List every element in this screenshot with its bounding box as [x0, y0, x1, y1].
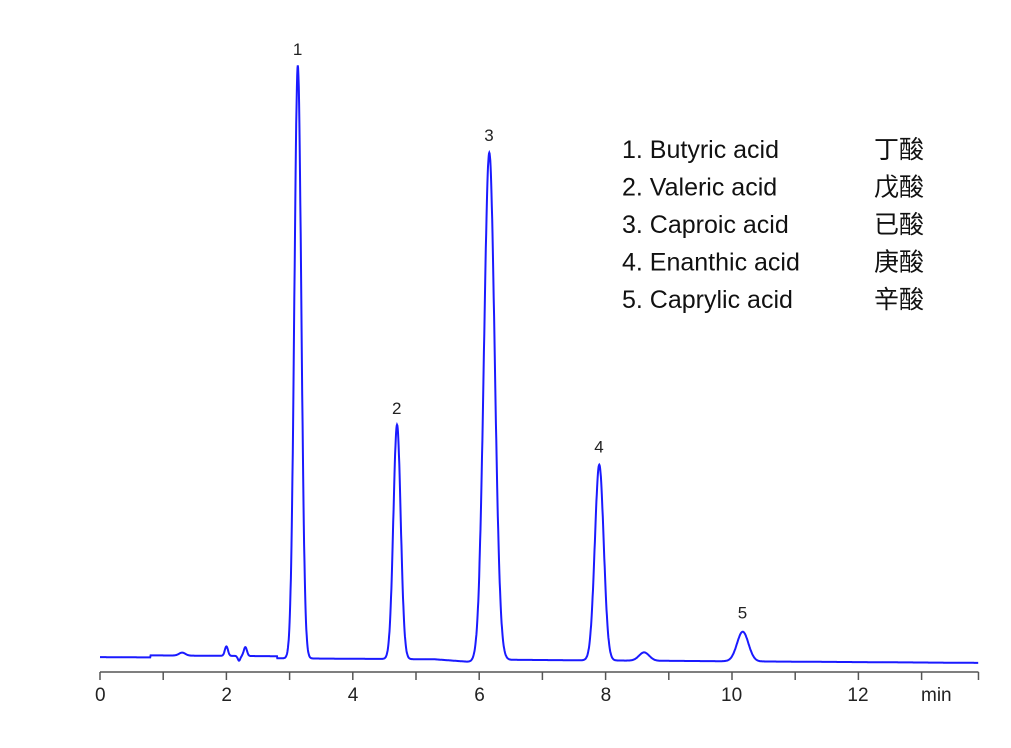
- peak-label-1: 1: [293, 40, 302, 59]
- legend-chinese-name: 辛酸: [874, 286, 924, 314]
- x-axis: 0 2 4 6 8 10 12: [95, 671, 980, 706]
- legend-chinese-name: 戊酸: [874, 174, 924, 202]
- peak-labels: 1 2 3 4 5: [293, 40, 747, 622]
- legend-item: 2. Valeric acid 戊酸: [622, 174, 924, 202]
- legend-english-name: 1. Butyric acid: [622, 136, 779, 164]
- x-tick-label: 4: [348, 685, 359, 706]
- x-tick-label: 8: [601, 685, 612, 706]
- peak-label-4: 4: [594, 437, 603, 456]
- legend-english-name: 4. Enanthic acid: [622, 249, 800, 277]
- x-tick-label: 10: [721, 685, 742, 706]
- legend-english-name: 2. Valeric acid: [622, 174, 777, 202]
- legend-chinese-name: 庚酸: [874, 249, 924, 277]
- legend-item: 4. Enanthic acid 庚酸: [622, 249, 924, 277]
- legend-chinese-name: 已酸: [874, 211, 924, 239]
- x-axis-unit-label: min: [921, 685, 952, 706]
- legend: 1. Butyric acid 丁酸 2. Valeric acid 戊酸 3. Cap…: [622, 136, 924, 314]
- legend-item: 1. Butyric acid 丁酸: [622, 136, 924, 164]
- legend-item: 5. Caprylic acid 辛酸: [622, 286, 924, 314]
- peak-label-5: 5: [738, 603, 747, 622]
- legend-chinese-name: 丁酸: [874, 136, 924, 164]
- legend-item: 3. Caproic acid 已酸: [622, 211, 924, 239]
- peak-label-3: 3: [484, 126, 493, 145]
- legend-english-name: 3. Caproic acid: [622, 211, 789, 239]
- legend-english-name: 5. Caprylic acid: [622, 286, 793, 314]
- x-tick-label: 2: [221, 685, 232, 706]
- peak-label-2: 2: [392, 399, 401, 418]
- x-tick-label: 6: [474, 685, 485, 706]
- chromatogram-trace: [100, 65, 979, 664]
- x-tick-label: 0: [95, 685, 106, 706]
- x-tick-label: 12: [847, 685, 868, 706]
